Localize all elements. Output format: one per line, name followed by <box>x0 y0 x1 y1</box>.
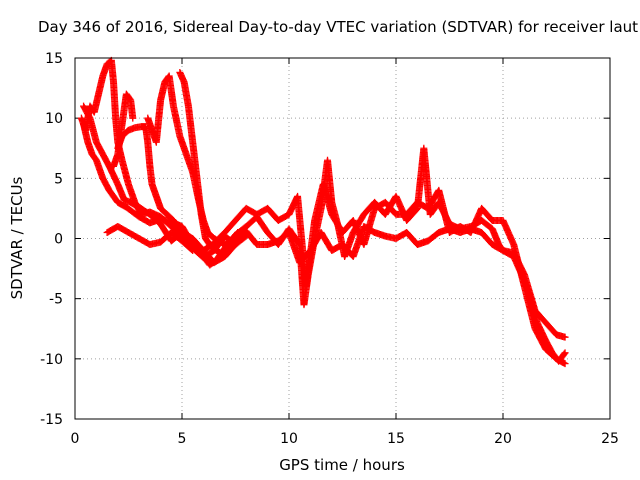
y-tick-label: -15 <box>40 412 63 428</box>
x-tick-label: 0 <box>71 431 80 447</box>
y-tick-label: -10 <box>40 352 63 368</box>
x-tick-label: 20 <box>494 431 512 447</box>
data-series-track-2 <box>80 120 569 368</box>
y-tick-label: 0 <box>54 232 63 248</box>
y-axis-label: SDTVAR / TECUs <box>8 176 26 299</box>
axis-ticks: 0 5 10 15 20 25 -15 -10 -5 0 5 10 15 <box>40 51 619 447</box>
x-tick-label: 25 <box>601 431 619 447</box>
data-series-track-1 <box>77 56 569 365</box>
y-tick-label: 5 <box>54 171 63 187</box>
y-tick-label: 15 <box>45 51 63 67</box>
x-axis-label: GPS time / hours <box>279 456 405 474</box>
y-tick-label: -5 <box>49 292 63 308</box>
x-tick-label: 10 <box>280 431 298 447</box>
y-tick-label: 10 <box>45 111 63 127</box>
x-tick-label: 15 <box>387 431 405 447</box>
data-marks <box>77 56 569 368</box>
chart-title: Day 346 of 2016, Sidereal Day-to-day VTE… <box>38 18 638 36</box>
data-point-interp <box>560 350 568 358</box>
data-point <box>561 360 569 368</box>
x-tick-label: 5 <box>178 431 187 447</box>
data-point <box>561 349 569 357</box>
